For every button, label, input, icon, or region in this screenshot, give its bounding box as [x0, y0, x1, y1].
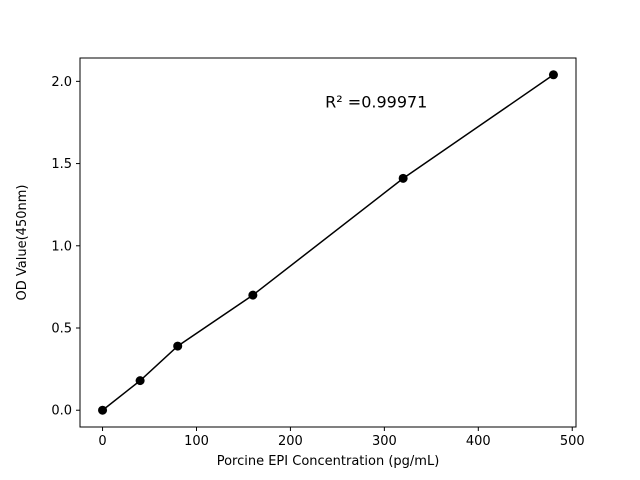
- data-point: [173, 341, 183, 351]
- y-tick-label: 0.5: [51, 322, 72, 337]
- axes-frame: [79, 57, 577, 428]
- x-tick-label: 300: [372, 434, 397, 449]
- y-tick-label: 1.0: [51, 239, 72, 254]
- data-point: [398, 173, 408, 183]
- x-tick-label: 400: [466, 434, 491, 449]
- data-point: [135, 376, 145, 386]
- data-point: [248, 290, 258, 300]
- y-tick-label: 2.0: [51, 75, 72, 90]
- series-line: [102, 74, 554, 411]
- y-axis-label: OD Value(450nm): [15, 185, 30, 301]
- x-tick-label: 0: [98, 434, 106, 449]
- y-tick-label: 1.5: [51, 157, 72, 172]
- x-tick-label: 500: [560, 434, 585, 449]
- x-tick-label: 200: [278, 434, 303, 449]
- x-tick-label: 100: [184, 434, 209, 449]
- data-point: [548, 70, 558, 80]
- r-squared-annotation: R² =0.99971: [325, 93, 427, 112]
- x-axis-label: Porcine EPI Concentration (pg/mL): [217, 454, 440, 469]
- y-tick-label: 0.0: [51, 404, 72, 419]
- data-point: [98, 405, 108, 415]
